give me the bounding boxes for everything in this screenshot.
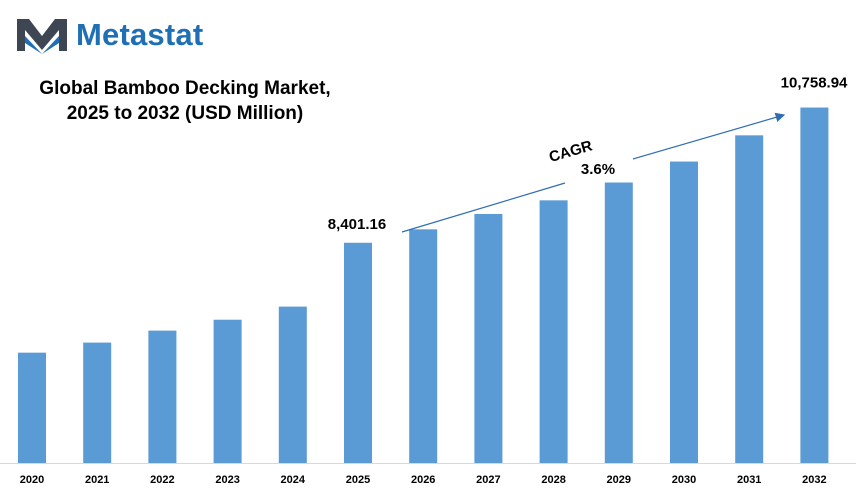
- bar-2022: [148, 330, 177, 463]
- bar-2028: [539, 200, 568, 463]
- bar-2026: [409, 229, 438, 463]
- x-tick-2030: 2030: [672, 474, 696, 486]
- cagr-annotation: CAGR 3.6%: [401, 112, 786, 233]
- data-labels: 8,401.16 10,758.94: [328, 75, 848, 233]
- data-label-2025: 8,401.16: [328, 216, 386, 233]
- bar-2029: [604, 182, 633, 463]
- data-label-2032: 10,758.94: [781, 75, 848, 92]
- chart-title: Global Bamboo Decking Market, 2025 to 20…: [20, 76, 350, 126]
- bar-2021: [83, 342, 112, 463]
- cagr-arrow-upper: [632, 112, 786, 160]
- brand-name: Metastat: [76, 16, 204, 52]
- x-tick-2031: 2031: [737, 474, 761, 486]
- bar-2030: [670, 161, 698, 464]
- x-tick-2021: 2021: [85, 474, 109, 486]
- x-tick-2023: 2023: [215, 474, 239, 486]
- x-tick-2020: 2020: [20, 474, 44, 486]
- cagr-arrow-lower: [401, 182, 566, 233]
- chart-title-line-2: 2025 to 2032 (USD Million): [66, 103, 304, 124]
- cagr-value: 3.6%: [581, 161, 615, 178]
- bar-2023: [213, 319, 242, 463]
- metastat-m-logo-icon: [17, 19, 67, 54]
- bar-2032: [800, 107, 829, 463]
- x-tick-2022: 2022: [150, 474, 174, 486]
- bar-2031: [735, 135, 764, 464]
- x-tick-2027: 2027: [476, 474, 500, 486]
- bar-2027: [474, 213, 503, 463]
- x-tick-2032: 2032: [802, 474, 826, 486]
- x-tick-2024: 2024: [281, 474, 306, 486]
- bar-group: [0, 107, 856, 464]
- bar-2024: [278, 306, 307, 463]
- x-tick-2028: 2028: [541, 474, 565, 486]
- brand-logo: Metastat: [14, 14, 203, 54]
- x-tick-labels: 2020 2021 2022 2023 2024 2025 2026 2027 2028 2029…: [20, 474, 827, 486]
- x-tick-2025: 2025: [346, 474, 370, 486]
- bar-2020: [18, 352, 46, 463]
- chart-title-line-1: Global Bamboo Decking Market,: [39, 78, 331, 99]
- bar-2025: [344, 242, 372, 463]
- x-tick-2029: 2029: [607, 474, 631, 486]
- x-tick-2026: 2026: [411, 474, 435, 486]
